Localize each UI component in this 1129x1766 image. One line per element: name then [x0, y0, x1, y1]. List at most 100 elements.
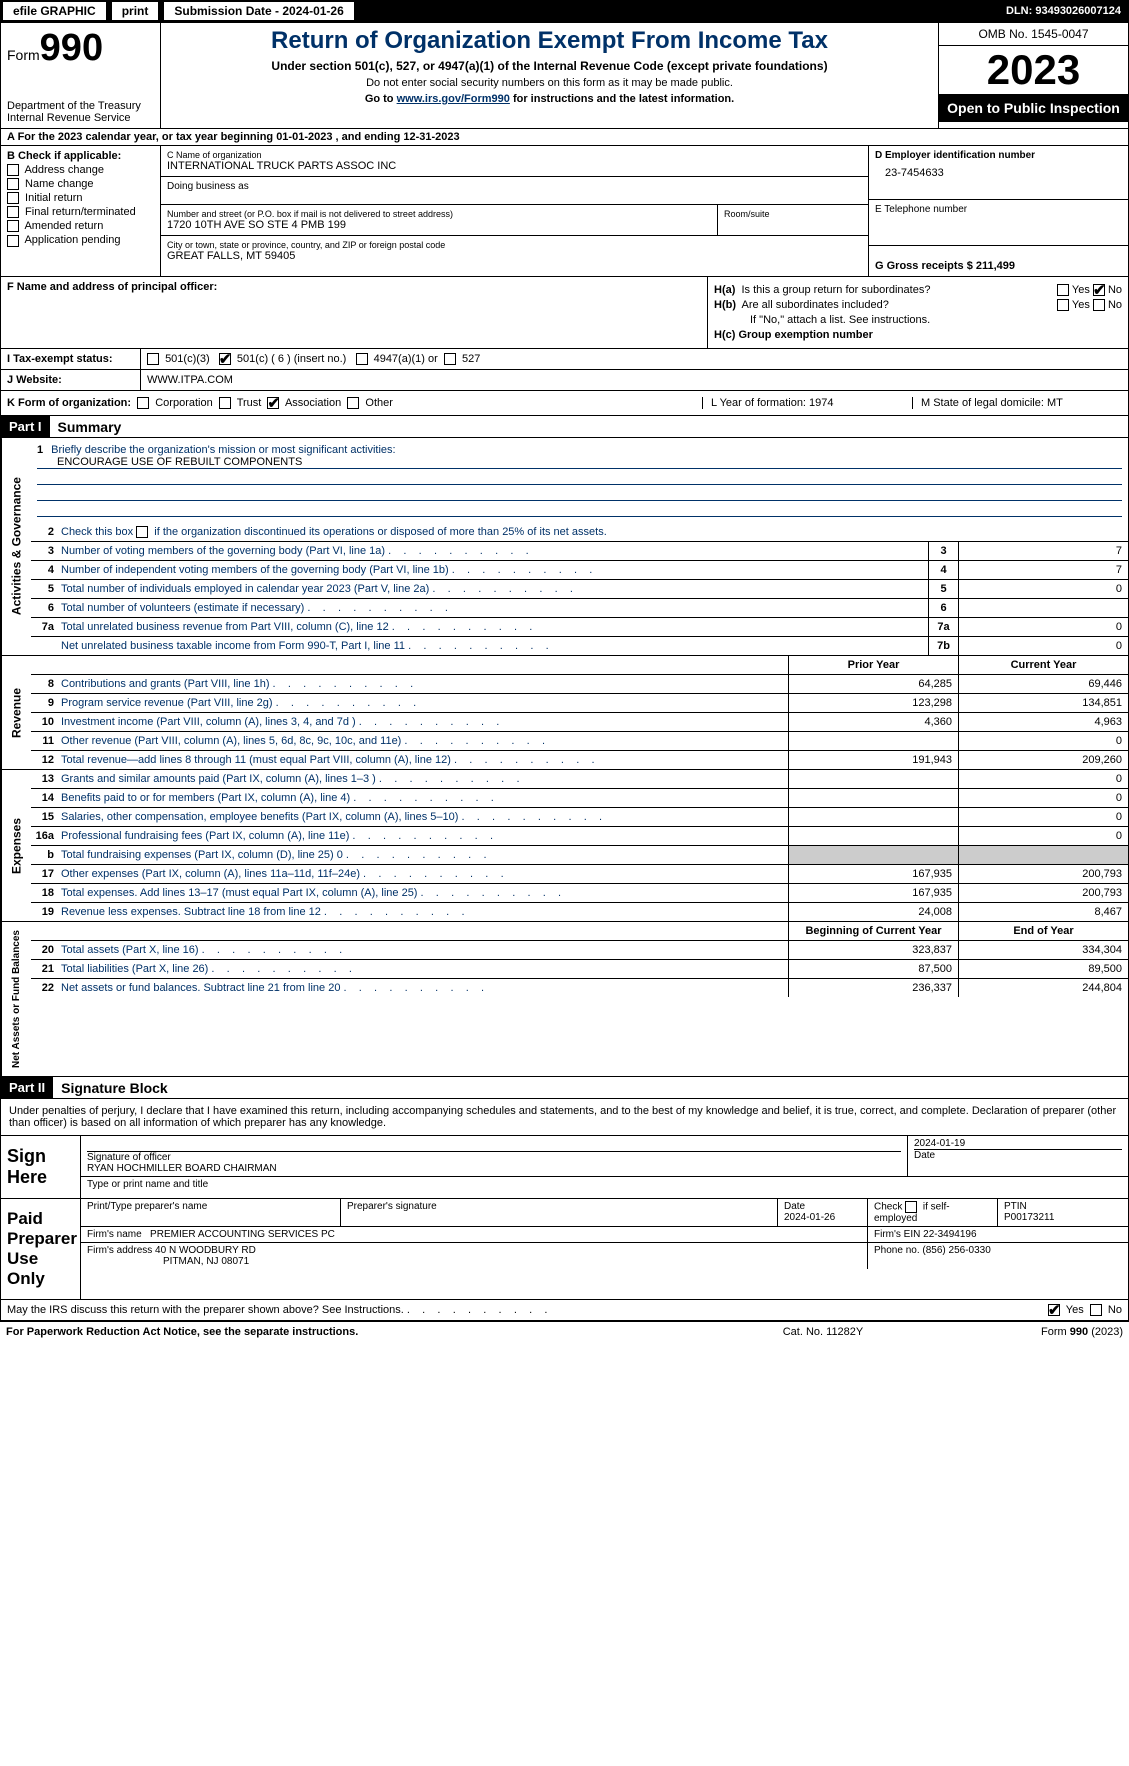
ptin-value: P00173211: [1004, 1212, 1054, 1223]
self-employed-checkbox[interactable]: [905, 1201, 917, 1213]
dln-label: DLN: 93493026007124: [1006, 5, 1129, 17]
c-name-label: C Name of organization: [167, 150, 862, 160]
b-checkbox[interactable]: [7, 235, 19, 247]
begin-year-header: Beginning of Current Year: [788, 922, 958, 940]
hb-no-checkbox[interactable]: [1093, 299, 1105, 311]
hb-yes-checkbox[interactable]: [1057, 299, 1069, 311]
current-year-header: Current Year: [958, 656, 1128, 674]
hc-label: H(c) Group exemption number: [714, 329, 873, 341]
ha-label: H(a): [714, 284, 735, 296]
addr-label: Number and street (or P.O. box if mail i…: [167, 209, 711, 219]
firm-ein: 22-3494196: [923, 1229, 976, 1240]
section-f-h: F Name and address of principal officer:…: [0, 277, 1129, 349]
line2-checkbox[interactable]: [136, 526, 148, 538]
side-expenses: Expenses: [1, 770, 31, 921]
b-checkbox[interactable]: [7, 164, 19, 176]
b-checkbox[interactable]: [7, 178, 19, 190]
j-label: J Website:: [1, 370, 141, 390]
type-name-label: Type or print name and title: [81, 1177, 1128, 1192]
part1-header: Part I Summary: [0, 416, 1129, 438]
street-address: 1720 10TH AVE SO STE 4 PMB 199: [167, 219, 711, 231]
form-number: 990: [40, 27, 103, 69]
irs-label: Internal Revenue Service: [7, 112, 154, 124]
gross-receipts: G Gross receipts $ 211,499: [875, 260, 1122, 272]
prep-sig-label: Preparer's signature: [341, 1199, 778, 1226]
submission-date: Submission Date - 2024-01-26: [163, 1, 354, 21]
tax-status-row: I Tax-exempt status: 501(c)(3) 501(c) ( …: [0, 349, 1129, 370]
k-label: K Form of organization:: [7, 397, 131, 409]
irs-link[interactable]: www.irs.gov/Form990: [397, 93, 510, 105]
ssn-warning: Do not enter social security numbers on …: [165, 77, 934, 89]
firm-address: 40 N WOODBURY RD: [155, 1245, 256, 1256]
omb-number: OMB No. 1545-0047: [939, 23, 1128, 46]
sign-here-block: Sign Here Signature of officerRYAN HOCHM…: [0, 1136, 1129, 1199]
b-label: B Check if applicable:: [7, 150, 154, 162]
efile-label: efile GRAPHIC: [2, 1, 107, 21]
sig-officer-label: Signature of officer: [87, 1152, 171, 1163]
form-header: Form990 Department of the Treasury Inter…: [0, 22, 1129, 129]
mission-text: ENCOURAGE USE OF REBUILT COMPONENTS: [37, 456, 1122, 469]
part2-header: Part II Signature Block: [0, 1077, 1129, 1099]
row-a: A For the 2023 calendar year, or tax yea…: [0, 129, 1129, 146]
end-year-header: End of Year: [958, 922, 1128, 940]
org-name: INTERNATIONAL TRUCK PARTS ASSOC INC: [167, 160, 862, 172]
revenue-section: Revenue Prior Year Current Year 8Contrib…: [0, 656, 1129, 770]
501c-checkbox[interactable]: [219, 353, 231, 365]
assoc-checkbox[interactable]: [267, 397, 279, 409]
i-label: I Tax-exempt status:: [1, 349, 141, 369]
city-label: City or town, state or province, country…: [167, 240, 862, 250]
ein-label: D Employer identification number: [875, 150, 1122, 161]
perjury-declaration: Under penalties of perjury, I declare th…: [0, 1099, 1129, 1136]
open-inspection: Open to Public Inspection: [939, 94, 1128, 122]
officer-name: RYAN HOCHMILLER BOARD CHAIRMAN: [87, 1163, 277, 1174]
website-value: WWW.ITPA.COM: [141, 370, 1128, 390]
website-row: J Website: WWW.ITPA.COM: [0, 370, 1129, 391]
m-state-domicile: M State of legal domicile: MT: [912, 397, 1122, 409]
discuss-yes-checkbox[interactable]: [1048, 1304, 1060, 1316]
prep-name-label: Print/Type preparer's name: [81, 1199, 341, 1226]
form-subtitle: Under section 501(c), 527, or 4947(a)(1)…: [165, 59, 934, 73]
dba-label: Doing business as: [167, 181, 862, 192]
corp-checkbox[interactable]: [137, 397, 149, 409]
side-governance: Activities & Governance: [1, 438, 31, 655]
527-checkbox[interactable]: [444, 353, 456, 365]
discuss-row: May the IRS discuss this return with the…: [0, 1300, 1129, 1321]
ha-no-checkbox[interactable]: [1093, 284, 1105, 296]
cat-number: Cat. No. 11282Y: [723, 1326, 923, 1338]
activities-governance-section: Activities & Governance 1Briefly describ…: [0, 438, 1129, 656]
b-checkbox[interactable]: [7, 192, 19, 204]
paperwork-notice: For Paperwork Reduction Act Notice, see …: [6, 1326, 723, 1338]
b-checkbox[interactable]: [7, 206, 19, 218]
hb-note: If "No," attach a list. See instructions…: [714, 314, 1122, 326]
4947-checkbox[interactable]: [356, 353, 368, 365]
discuss-no-checkbox[interactable]: [1090, 1304, 1102, 1316]
l-year-formation: L Year of formation: 1974: [702, 397, 912, 409]
ein-value: 23-7454633: [875, 167, 1122, 179]
top-bar: efile GRAPHIC print Submission Date - 20…: [0, 0, 1129, 22]
mission-label: Briefly describe the organization's miss…: [51, 444, 395, 456]
other-checkbox[interactable]: [347, 397, 359, 409]
firm-phone: (856) 256-0330: [922, 1245, 990, 1256]
paid-preparer-label: Paid Preparer Use Only: [1, 1199, 81, 1299]
trust-checkbox[interactable]: [219, 397, 231, 409]
sign-here-label: Sign Here: [1, 1136, 81, 1198]
expenses-section: Expenses 13Grants and similar amounts pa…: [0, 770, 1129, 922]
firm-name: PREMIER ACCOUNTING SERVICES PC: [150, 1229, 335, 1240]
prior-year-header: Prior Year: [788, 656, 958, 674]
ha-yes-checkbox[interactable]: [1057, 284, 1069, 296]
501c3-checkbox[interactable]: [147, 353, 159, 365]
print-button[interactable]: print: [111, 1, 160, 21]
hb-label: H(b): [714, 299, 736, 311]
prep-date: 2024-01-26: [784, 1212, 835, 1223]
b-checkbox[interactable]: [7, 220, 19, 232]
sign-date: 2024-01-19: [914, 1138, 965, 1149]
form-label: Form: [7, 47, 40, 63]
room-label: Room/suite: [718, 205, 868, 235]
form-title: Return of Organization Exempt From Incom…: [165, 27, 934, 55]
city-state-zip: GREAT FALLS, MT 59405: [167, 250, 862, 262]
section-bcd: B Check if applicable: Address change Na…: [0, 146, 1129, 277]
side-revenue: Revenue: [1, 656, 31, 769]
tax-year: 2023: [939, 46, 1128, 94]
netassets-section: Net Assets or Fund Balances Beginning of…: [0, 922, 1129, 1077]
paid-preparer-block: Paid Preparer Use Only Print/Type prepar…: [0, 1199, 1129, 1300]
